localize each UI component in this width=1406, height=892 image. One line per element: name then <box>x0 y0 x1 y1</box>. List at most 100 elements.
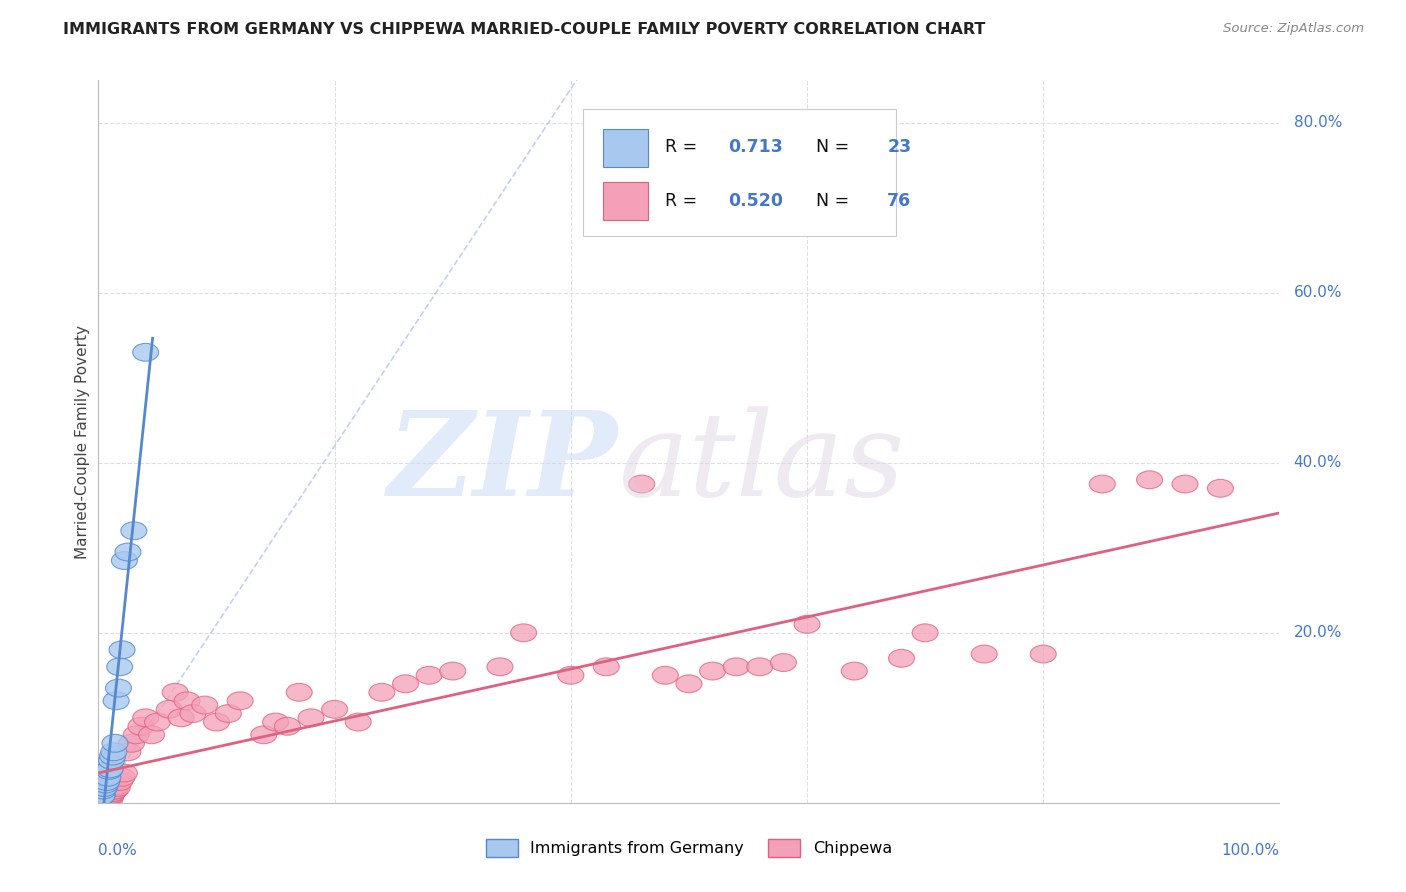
Text: atlas: atlas <box>619 406 904 521</box>
Ellipse shape <box>174 692 200 710</box>
Ellipse shape <box>204 713 229 731</box>
Ellipse shape <box>94 772 120 790</box>
Ellipse shape <box>98 785 124 803</box>
Ellipse shape <box>191 696 218 714</box>
Ellipse shape <box>322 700 347 718</box>
Ellipse shape <box>94 789 120 807</box>
Ellipse shape <box>97 789 124 807</box>
Ellipse shape <box>1090 475 1115 493</box>
Ellipse shape <box>676 675 702 693</box>
Ellipse shape <box>93 775 118 793</box>
Ellipse shape <box>93 789 118 807</box>
Ellipse shape <box>103 734 128 752</box>
Ellipse shape <box>747 658 773 676</box>
Ellipse shape <box>100 784 125 802</box>
Ellipse shape <box>162 683 188 701</box>
Ellipse shape <box>416 666 441 684</box>
Y-axis label: Married-Couple Family Poverty: Married-Couple Family Poverty <box>75 325 90 558</box>
Ellipse shape <box>89 789 115 807</box>
Ellipse shape <box>180 705 205 723</box>
Ellipse shape <box>100 747 125 765</box>
Ellipse shape <box>105 679 132 697</box>
Ellipse shape <box>263 713 288 731</box>
Ellipse shape <box>250 726 277 744</box>
Ellipse shape <box>770 654 796 672</box>
Ellipse shape <box>97 760 124 778</box>
Ellipse shape <box>115 543 141 561</box>
Ellipse shape <box>110 768 135 786</box>
Ellipse shape <box>794 615 820 633</box>
Ellipse shape <box>96 785 122 803</box>
Ellipse shape <box>1173 475 1198 493</box>
Ellipse shape <box>111 551 138 569</box>
Ellipse shape <box>90 787 117 805</box>
Ellipse shape <box>346 713 371 731</box>
Ellipse shape <box>132 709 159 727</box>
Text: 80.0%: 80.0% <box>1294 115 1341 130</box>
Ellipse shape <box>87 789 114 807</box>
Ellipse shape <box>118 734 145 752</box>
Text: 76: 76 <box>887 192 911 210</box>
Text: 23: 23 <box>887 138 911 156</box>
Ellipse shape <box>132 343 159 361</box>
Ellipse shape <box>91 789 117 807</box>
Ellipse shape <box>115 743 141 761</box>
Ellipse shape <box>90 789 117 807</box>
Ellipse shape <box>440 662 465 680</box>
Ellipse shape <box>274 717 301 735</box>
Ellipse shape <box>89 785 115 803</box>
Ellipse shape <box>94 789 121 807</box>
Ellipse shape <box>700 662 725 680</box>
Ellipse shape <box>1136 471 1163 489</box>
Ellipse shape <box>121 522 146 540</box>
Ellipse shape <box>89 785 115 803</box>
Ellipse shape <box>103 777 129 795</box>
Text: Source: ZipAtlas.com: Source: ZipAtlas.com <box>1223 22 1364 36</box>
Ellipse shape <box>1208 479 1233 497</box>
Ellipse shape <box>87 787 114 805</box>
Ellipse shape <box>97 787 124 805</box>
Ellipse shape <box>91 779 117 797</box>
Text: N =: N = <box>804 192 855 210</box>
Ellipse shape <box>98 751 124 769</box>
Ellipse shape <box>110 640 135 658</box>
Ellipse shape <box>169 709 194 727</box>
FancyBboxPatch shape <box>582 109 896 235</box>
Ellipse shape <box>889 649 914 667</box>
Ellipse shape <box>89 787 115 805</box>
Ellipse shape <box>912 624 938 641</box>
Ellipse shape <box>94 787 121 805</box>
Text: 20.0%: 20.0% <box>1294 625 1341 640</box>
Text: 40.0%: 40.0% <box>1294 455 1341 470</box>
Ellipse shape <box>87 789 112 807</box>
Ellipse shape <box>103 692 129 710</box>
Ellipse shape <box>124 726 149 744</box>
Ellipse shape <box>103 781 128 799</box>
Ellipse shape <box>104 779 131 797</box>
Ellipse shape <box>972 645 997 663</box>
Ellipse shape <box>156 700 183 718</box>
Ellipse shape <box>107 772 132 790</box>
Ellipse shape <box>94 768 121 786</box>
Text: 0.0%: 0.0% <box>98 843 138 857</box>
Ellipse shape <box>96 762 122 780</box>
Ellipse shape <box>215 705 242 723</box>
Text: 0.713: 0.713 <box>728 138 783 156</box>
Ellipse shape <box>94 785 120 803</box>
Text: 0.520: 0.520 <box>728 192 783 210</box>
Ellipse shape <box>228 692 253 710</box>
Ellipse shape <box>111 764 138 782</box>
Ellipse shape <box>91 785 117 803</box>
Ellipse shape <box>392 675 419 693</box>
Ellipse shape <box>486 658 513 676</box>
Ellipse shape <box>1031 645 1056 663</box>
Ellipse shape <box>145 713 170 731</box>
Ellipse shape <box>510 624 537 641</box>
Text: IMMIGRANTS FROM GERMANY VS CHIPPEWA MARRIED-COUPLE FAMILY POVERTY CORRELATION CH: IMMIGRANTS FROM GERMANY VS CHIPPEWA MARR… <box>63 22 986 37</box>
Ellipse shape <box>93 787 118 805</box>
Text: ZIP: ZIP <box>388 406 619 521</box>
Ellipse shape <box>593 658 619 676</box>
Ellipse shape <box>723 658 749 676</box>
Text: R =: R = <box>665 138 703 156</box>
FancyBboxPatch shape <box>603 182 648 219</box>
